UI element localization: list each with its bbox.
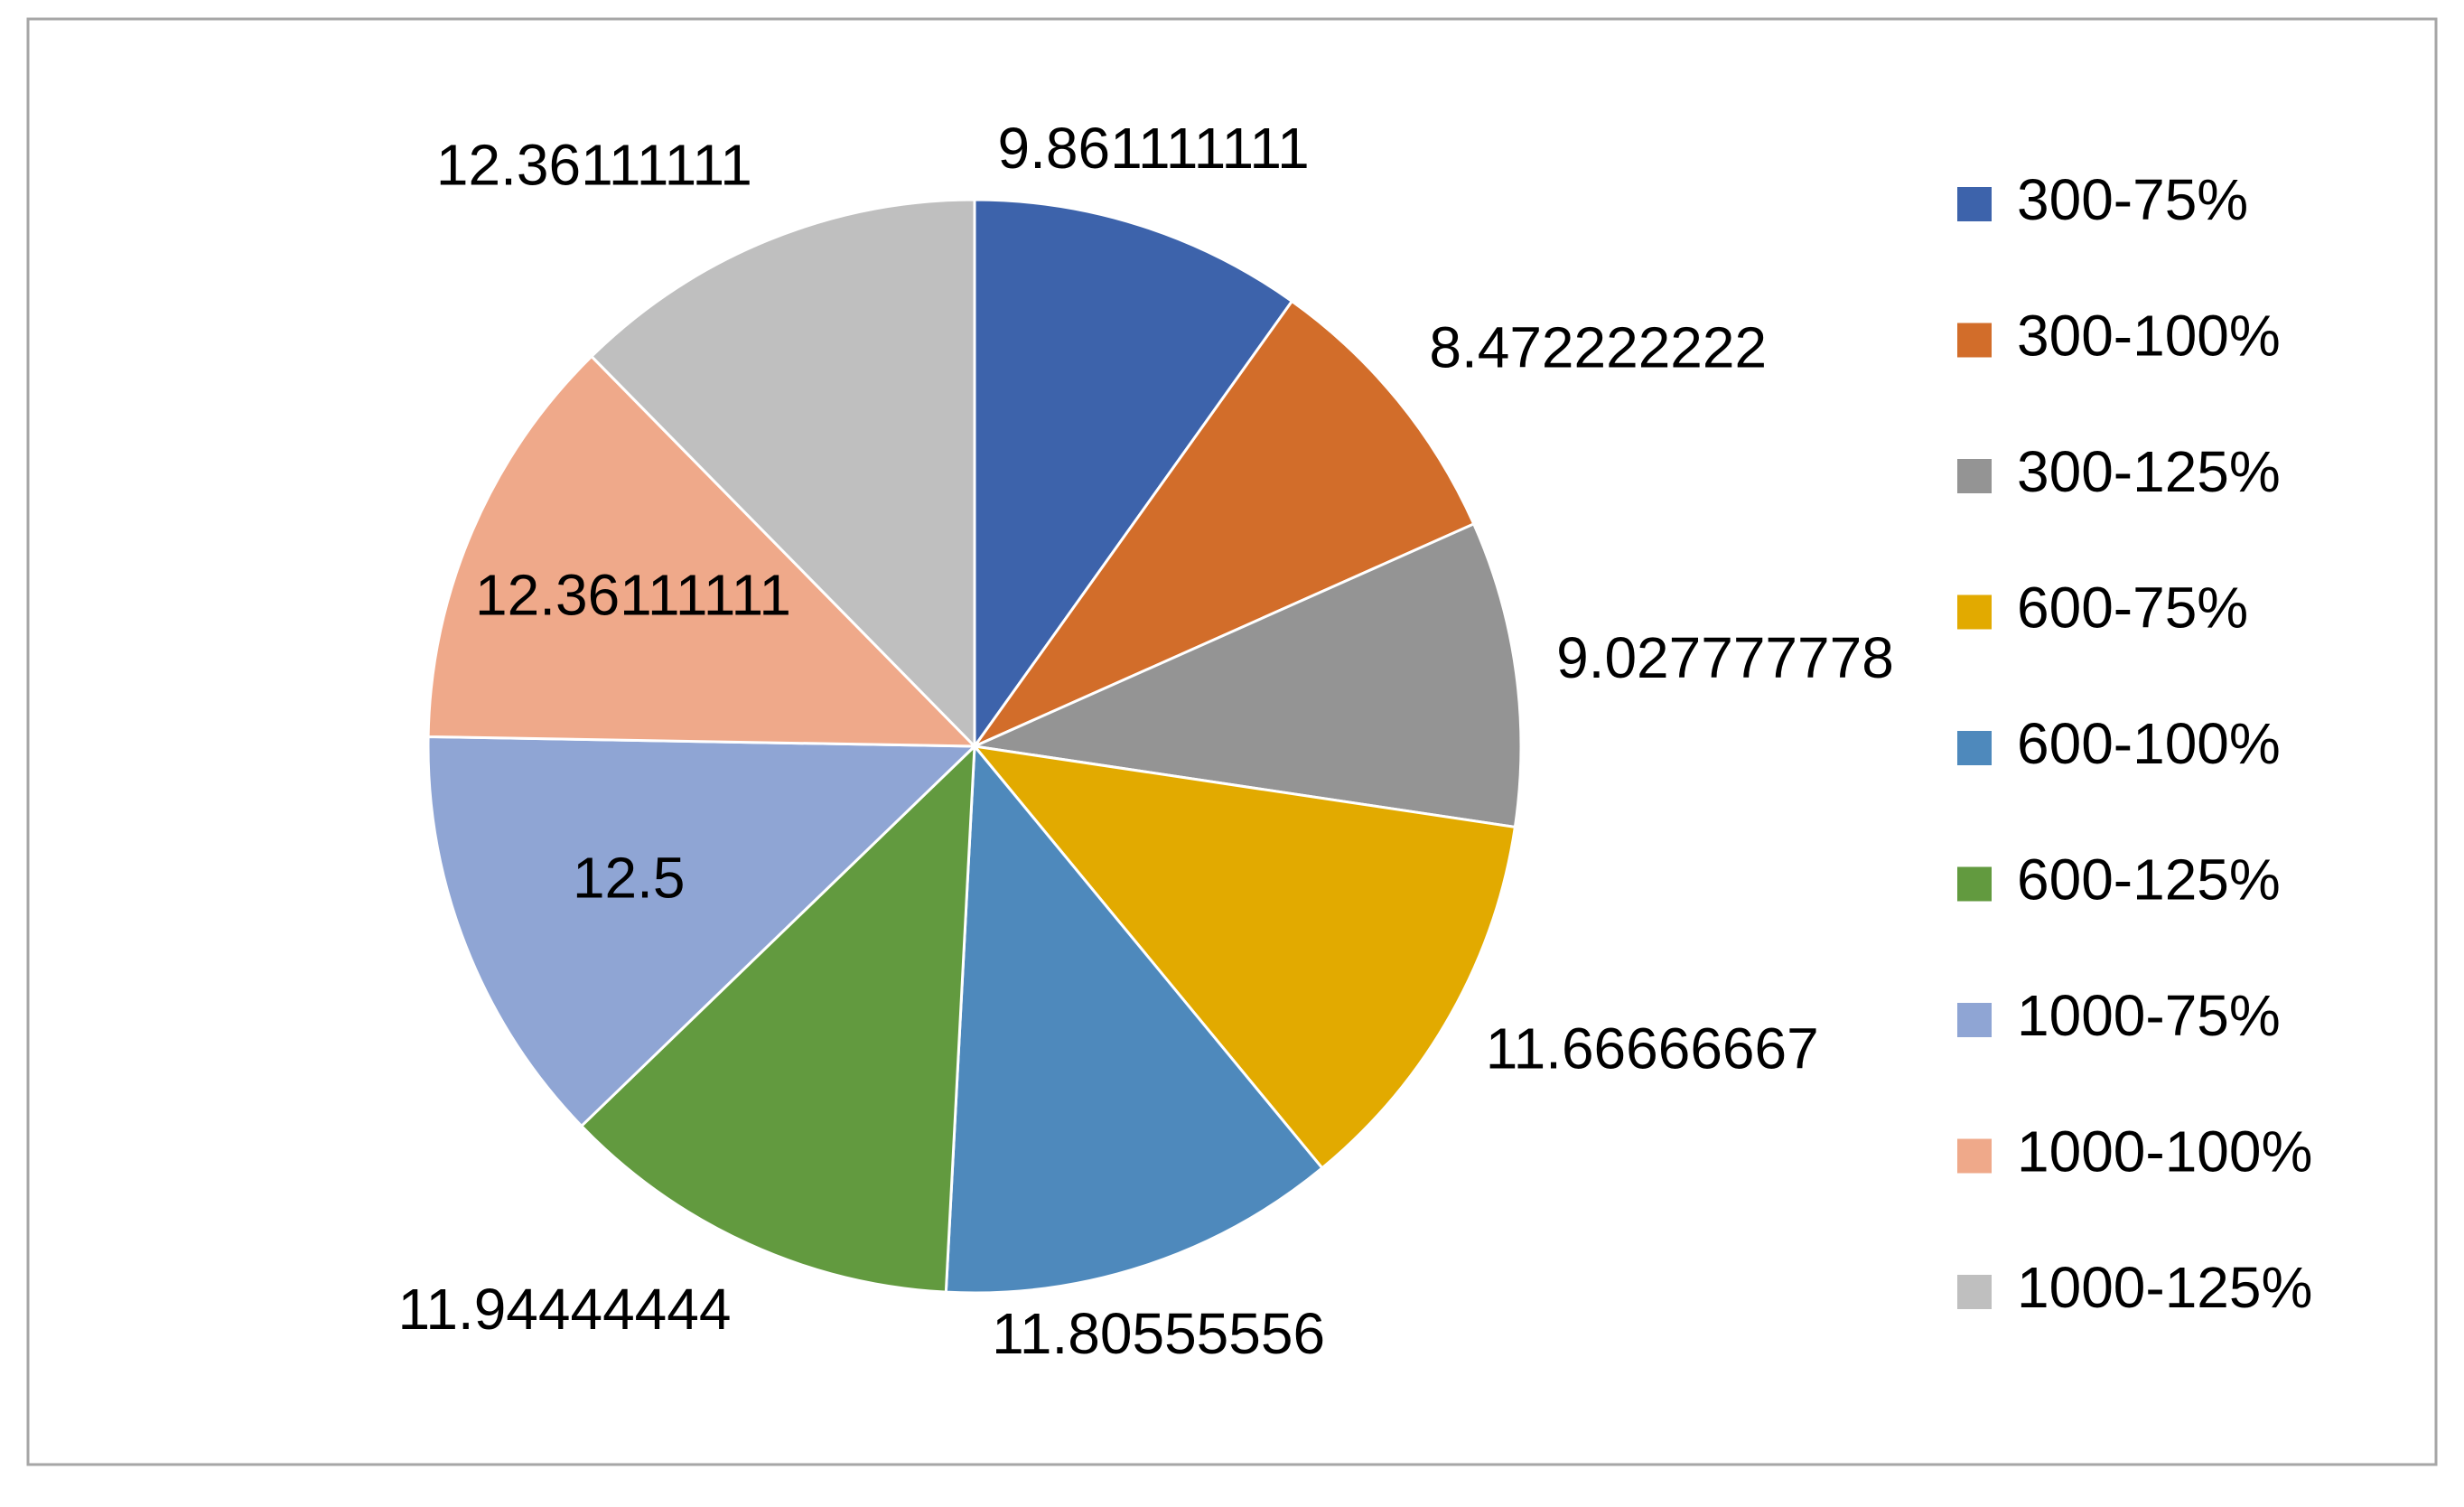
legend-label: 1000-125% xyxy=(2017,1255,2312,1320)
data-label: 12.36111111 xyxy=(436,132,752,197)
data-label: 11.66666667 xyxy=(1486,1016,1819,1081)
data-label: 9.861111111 xyxy=(998,116,1310,181)
legend-label: 1000-75% xyxy=(2017,983,2281,1048)
data-label: 11.94444444 xyxy=(397,1277,731,1342)
legend-swatch xyxy=(1957,187,1992,221)
legend-label: 600-125% xyxy=(2017,847,2281,912)
legend-swatch xyxy=(1957,459,1992,493)
legend-label: 300-125% xyxy=(2017,439,2281,504)
legend-label: 300-75% xyxy=(2017,167,2248,232)
legend-swatch xyxy=(1957,866,1992,902)
data-label: 11.80555556 xyxy=(992,1301,1325,1366)
pie-slice xyxy=(970,299,1476,750)
pie-slice xyxy=(973,198,1294,751)
legend-swatch xyxy=(1957,731,1992,765)
legend-swatch xyxy=(1957,1003,1992,1037)
data-label: 12.36111111 xyxy=(475,563,791,628)
pie-slice xyxy=(944,743,1324,1295)
data-label: 8.472222222 xyxy=(1429,314,1767,379)
legend-label: 1000-100% xyxy=(2017,1119,2312,1184)
legend-label: 300-100% xyxy=(2017,303,2281,368)
pie-slice xyxy=(969,521,1523,829)
pie-slice xyxy=(426,354,978,748)
legend-swatch xyxy=(1957,1275,1992,1309)
pie-slice xyxy=(426,735,978,1128)
legend-swatch xyxy=(1957,1138,1992,1174)
legend-swatch xyxy=(1957,323,1992,358)
legend-swatch xyxy=(1957,594,1992,630)
pie-slice xyxy=(579,743,976,1294)
pie-slice xyxy=(589,198,976,750)
data-label: 12.5 xyxy=(573,846,686,911)
legend-label: 600-100% xyxy=(2017,711,2281,776)
data-label: 9.027777778 xyxy=(1556,625,1894,690)
pie-slice xyxy=(971,744,1517,1170)
legend-label: 600-75% xyxy=(2017,575,2248,640)
